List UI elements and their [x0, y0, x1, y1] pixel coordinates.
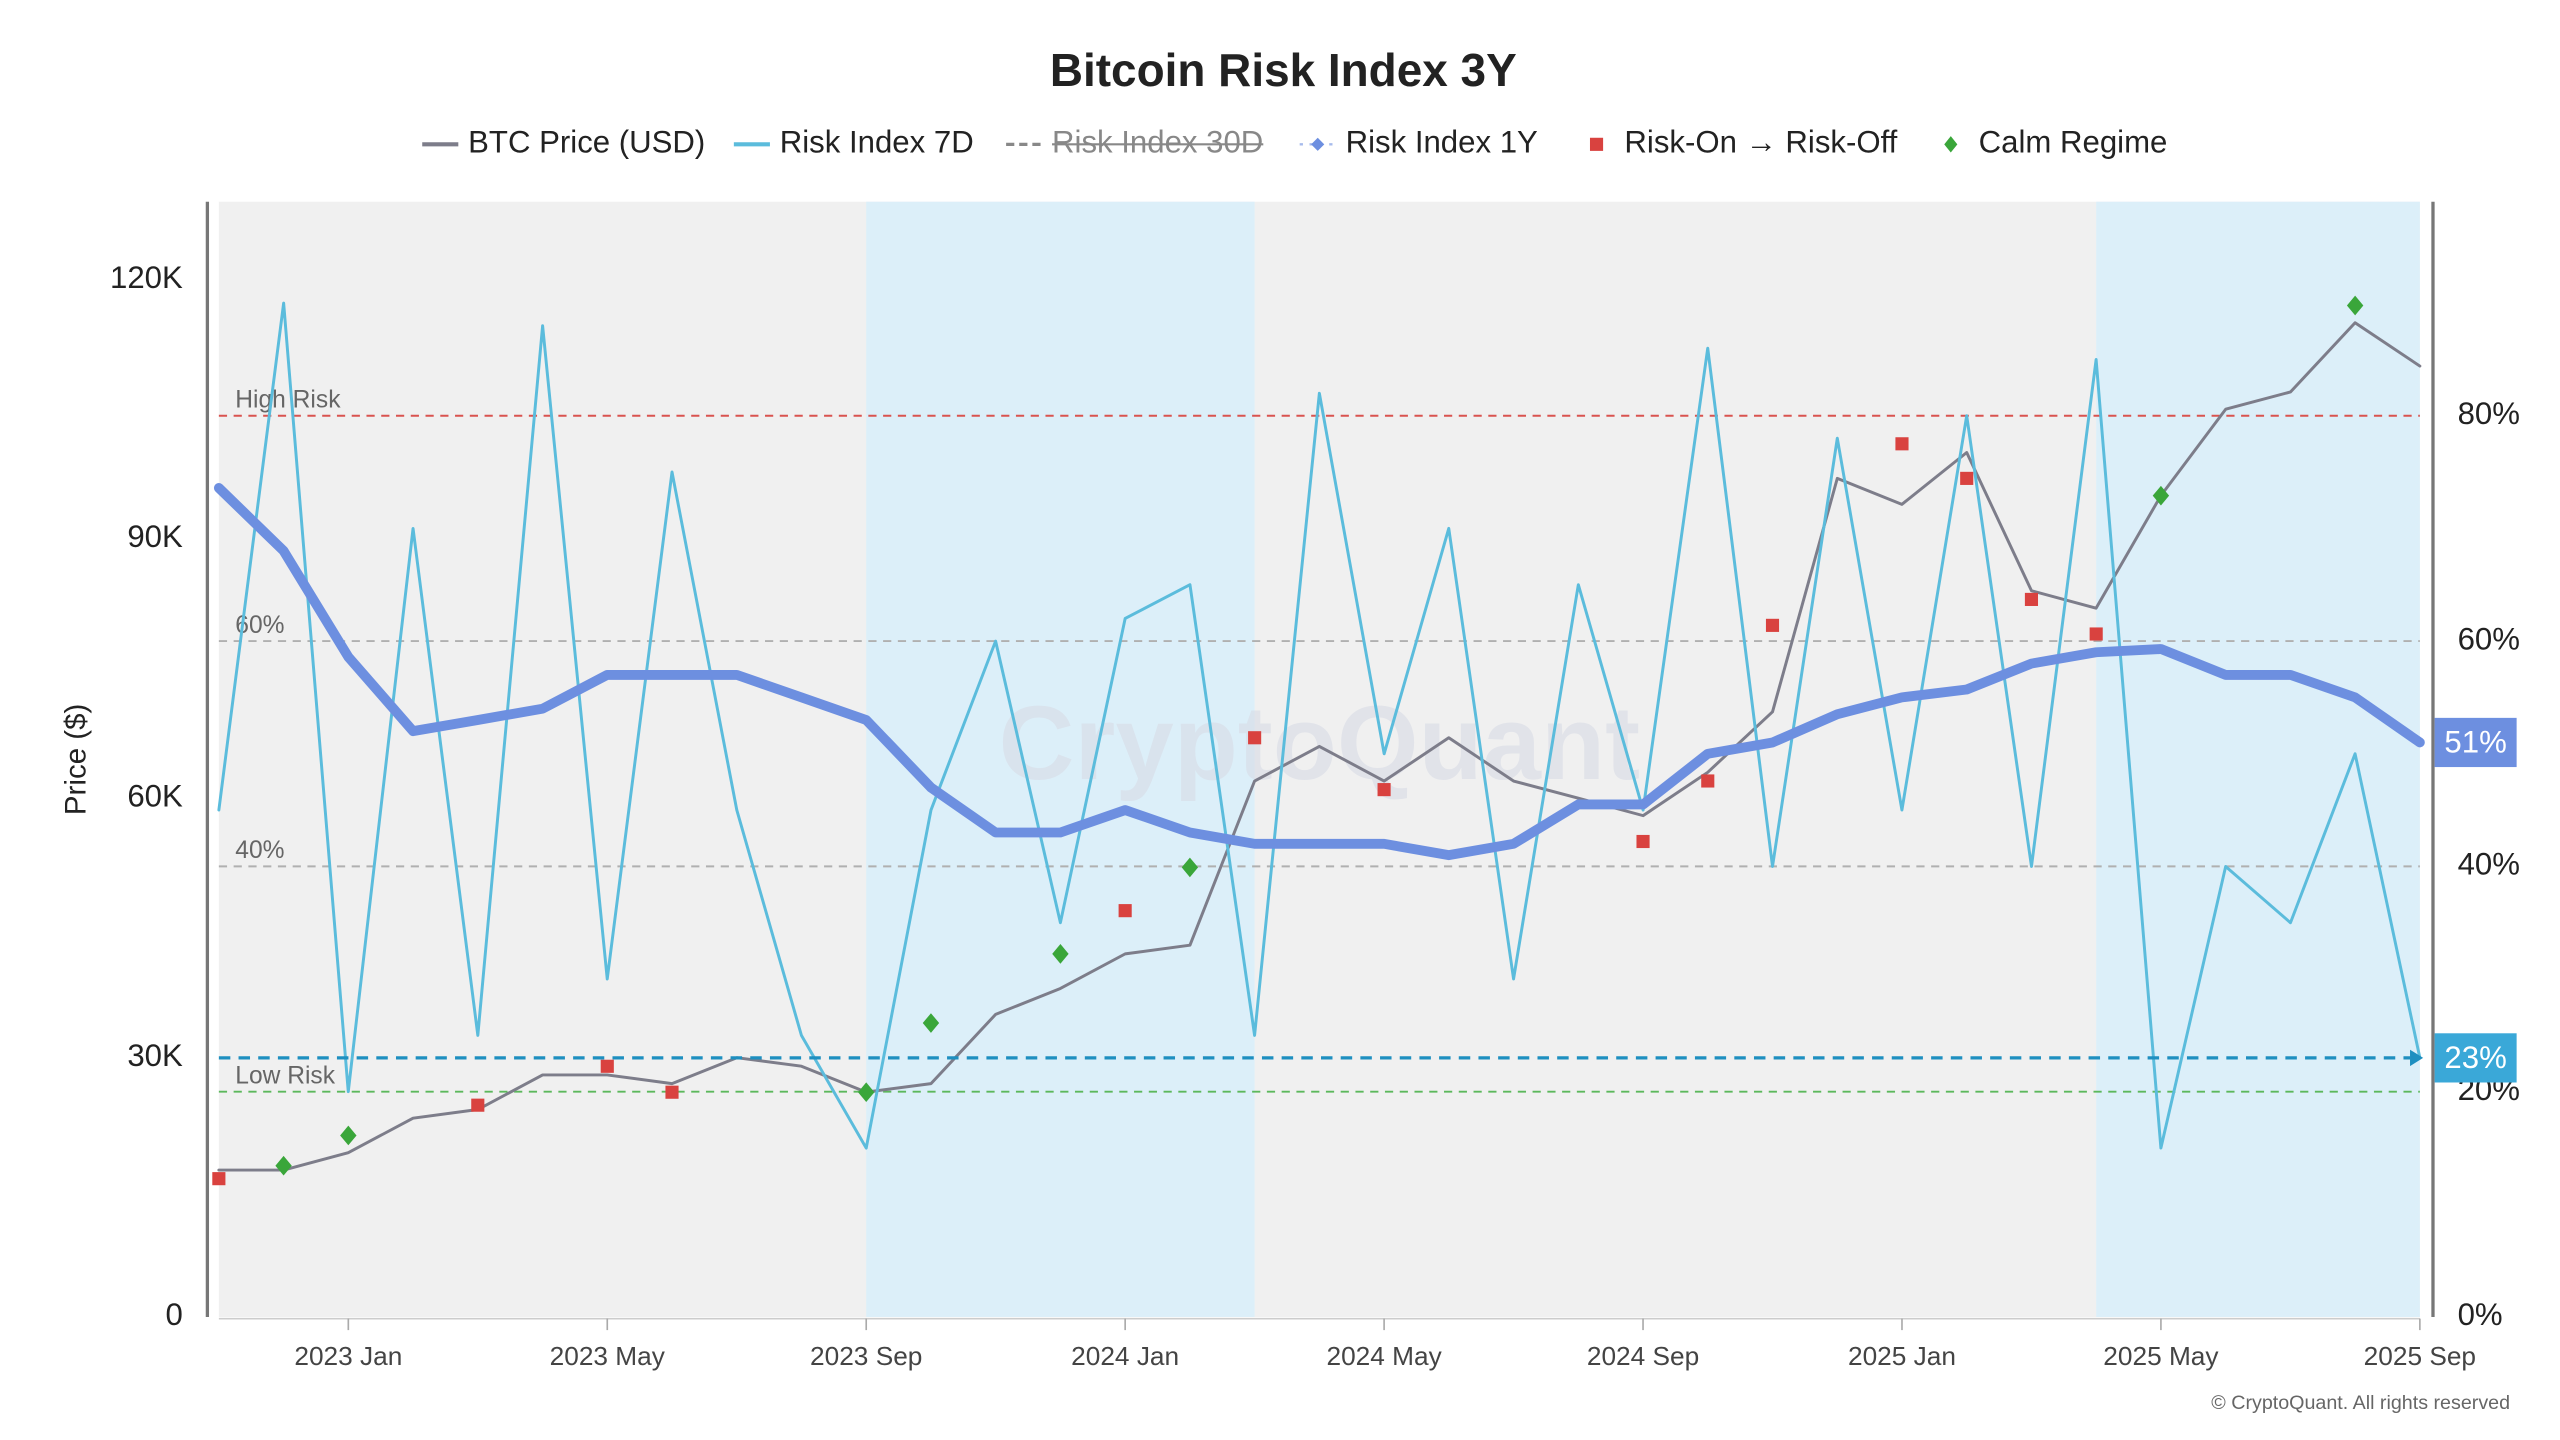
current-arrow [2410, 1049, 2424, 1067]
x-tick-label: 2023 Sep [810, 1341, 922, 1371]
risk-off-marker [1701, 774, 1715, 788]
risk-off-marker [1765, 618, 1780, 632]
risk-off-marker [212, 1172, 226, 1186]
reference-label: Low Risk [235, 1062, 335, 1089]
legend-symbol [1944, 136, 1958, 153]
legend-label[interactable]: Risk Index 7D [780, 125, 974, 160]
risk-off-marker [471, 1098, 485, 1112]
y2-tick-label: 80% [2458, 396, 2520, 431]
watermark: CryptoQuant [999, 685, 1640, 802]
risk-off-marker [665, 1085, 679, 1099]
legend-label[interactable]: Risk Index 1Y [1346, 125, 1538, 160]
y-tick-label: 90K [127, 519, 183, 554]
current-badge [2434, 1033, 2517, 1083]
x-tick-label: 2025 May [2103, 1341, 2219, 1371]
y-axis-title: Price ($) [60, 704, 93, 816]
shaded-range [2096, 201, 2420, 1317]
y-tick-label: 120K [110, 260, 183, 295]
y-tick-label: 30K [127, 1038, 183, 1073]
risk-off-marker [1248, 731, 1262, 745]
calm-marker [1052, 944, 1069, 964]
x-tick-label: 2024 Sep [1587, 1341, 1699, 1371]
legend-label[interactable]: Calm Regime [1979, 125, 2168, 160]
y2-tick-label: 0% [2458, 1297, 2503, 1332]
footer: © CryptoQuant. All rights reserved [2211, 1392, 2510, 1414]
shaded-range [866, 201, 1255, 1317]
x-tick-label: 2024 May [1326, 1341, 1442, 1371]
y-tick-label: 0 [165, 1297, 182, 1332]
current-badge [2434, 717, 2517, 768]
x-tick-label: 2025 Jan [1848, 1341, 1956, 1371]
series-line [217, 321, 2422, 1172]
risk-off-marker [2024, 592, 2039, 606]
risk-line-thick [213, 483, 2425, 861]
calm-marker [340, 1125, 357, 1146]
risk-off-marker [2089, 627, 2103, 641]
x-tick-label: 2023 Jan [294, 1341, 402, 1371]
reference-label: High Risk [235, 387, 341, 414]
current-label: 51% [2444, 724, 2506, 759]
legend-label[interactable]: BTC Price (USD) [468, 125, 705, 160]
y-tick-label: 60K [127, 779, 183, 814]
risk-off-marker [1636, 834, 1650, 849]
x-tick-label: 2024 Jan [1071, 1341, 1179, 1371]
risk-off-marker [1377, 783, 1391, 797]
calm-marker [1181, 857, 1199, 878]
calm-marker [858, 1082, 875, 1103]
risk-off-marker [1895, 437, 1909, 451]
y2-tick-label: 60% [2458, 621, 2520, 656]
risk-off-marker [1118, 904, 1132, 918]
legend-symbol [1589, 137, 1604, 151]
risk-off-marker [600, 1059, 614, 1073]
legend-label[interactable]: Risk-On → Risk-Off [1624, 125, 1897, 160]
risk-off-marker [1960, 471, 1974, 485]
series-line [217, 301, 2422, 1150]
legend-label[interactable]: Risk Index 30D [1052, 125, 1263, 160]
calm-marker [922, 1013, 940, 1033]
chart-title: Bitcoin Risk Index 3Y [1050, 44, 1517, 96]
legend-symbol [1311, 137, 1325, 151]
current-label: 23% [2444, 1040, 2506, 1075]
x-tick-label: 2023 May [550, 1341, 666, 1371]
reference-label: 40% [235, 837, 284, 864]
y2-tick-label: 40% [2458, 847, 2520, 882]
x-tick-label: 2025 Sep [2364, 1341, 2476, 1371]
